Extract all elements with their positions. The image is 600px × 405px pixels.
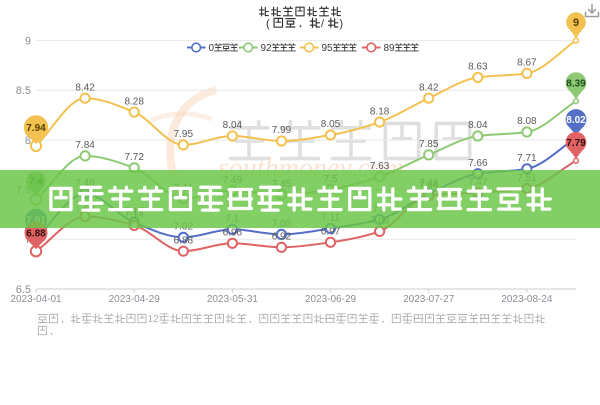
svg-text:8.05: 8.05 [321, 119, 341, 130]
svg-text:8: 8 [25, 135, 31, 147]
svg-text:9: 9 [25, 35, 31, 47]
svg-text:8.08: 8.08 [517, 116, 537, 127]
svg-text:8.39: 8.39 [566, 78, 586, 89]
svg-text:95: 95 [322, 43, 334, 54]
svg-text:8.04: 8.04 [223, 120, 243, 131]
svg-text:2023-04-01: 2023-04-01 [10, 294, 62, 305]
svg-text:8.42: 8.42 [419, 82, 439, 93]
svg-text:7.79: 7.79 [566, 138, 586, 149]
svg-text:0: 0 [209, 43, 215, 54]
svg-text:7.72: 7.72 [124, 152, 144, 163]
svg-text:6.92: 6.92 [272, 232, 292, 243]
svg-text:8.02: 8.02 [566, 115, 586, 126]
svg-text:8.42: 8.42 [75, 82, 95, 93]
svg-text:2023-06-29: 2023-06-29 [305, 294, 357, 305]
svg-text:2023-05-31: 2023-05-31 [207, 294, 259, 305]
svg-text:7.94: 7.94 [26, 123, 46, 134]
svg-text:7.99: 7.99 [272, 125, 292, 136]
svg-text:7.66: 7.66 [468, 158, 488, 169]
svg-text:8.28: 8.28 [124, 96, 144, 107]
svg-text:6.88: 6.88 [26, 228, 46, 239]
svg-text:7.71: 7.71 [517, 153, 537, 164]
svg-text:12: 12 [148, 314, 160, 325]
svg-text:2023-04-29: 2023-04-29 [109, 294, 161, 305]
svg-text:8.67: 8.67 [517, 58, 537, 69]
svg-text:9: 9 [573, 17, 579, 29]
svg-text:8.5: 8.5 [16, 85, 31, 97]
svg-text:6.96: 6.96 [223, 228, 243, 239]
svg-text:6.5: 6.5 [16, 284, 31, 296]
svg-text:2023-08-24: 2023-08-24 [501, 294, 553, 305]
svg-text:): ) [339, 18, 343, 30]
svg-text:7.85: 7.85 [419, 139, 439, 150]
svg-text:89: 89 [384, 43, 396, 54]
svg-text:6.88: 6.88 [174, 235, 194, 246]
svg-text:8.04: 8.04 [468, 120, 488, 131]
svg-text:7.84: 7.84 [75, 140, 95, 151]
svg-text:7.95: 7.95 [174, 129, 194, 140]
svg-text:(: ( [266, 18, 270, 30]
svg-text:7.63: 7.63 [370, 161, 390, 172]
svg-text:6.97: 6.97 [321, 227, 341, 238]
svg-text:8.63: 8.63 [468, 62, 488, 73]
svg-text:/: / [321, 18, 325, 30]
svg-text:8.18: 8.18 [370, 106, 390, 117]
svg-text:2023-07-27: 2023-07-27 [403, 294, 455, 305]
svg-text:92: 92 [261, 43, 273, 54]
